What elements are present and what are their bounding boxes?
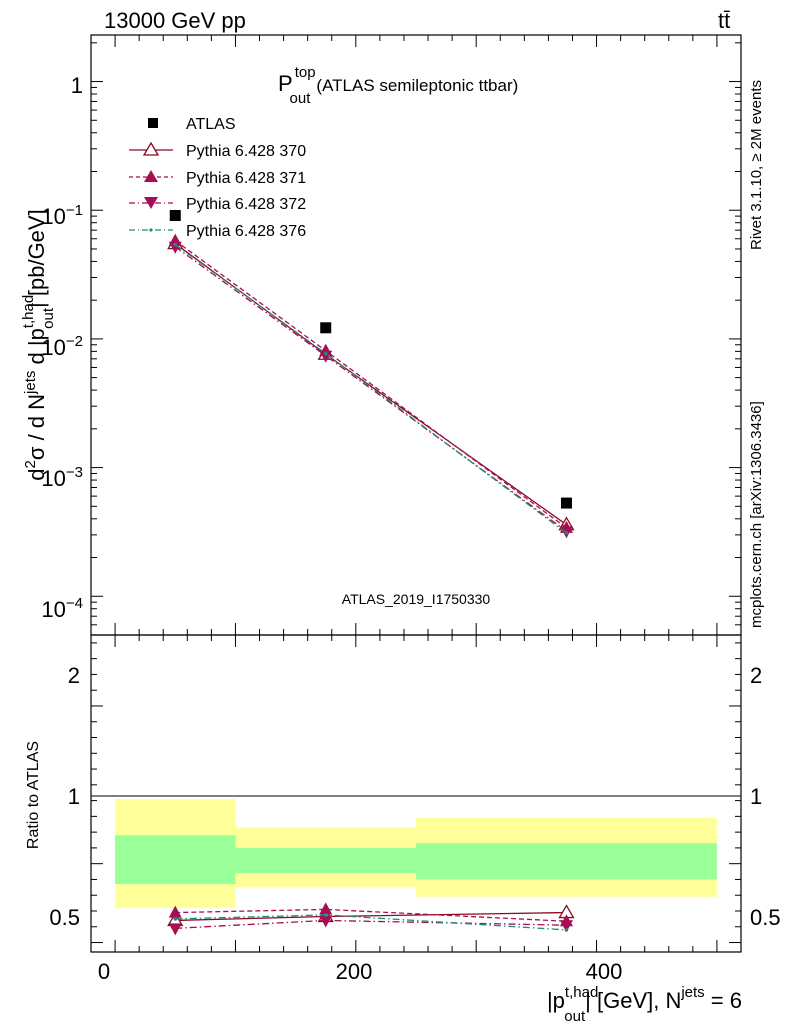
legend-371-label: Pythia 6.428 371 — [186, 170, 306, 187]
ratio-ytick-2-left: 2 — [68, 663, 80, 688]
xtick-400: 400 — [586, 959, 623, 984]
ratio-point-pythia-6-428-371 — [319, 902, 333, 915]
ratio-line-pythia-6-428-371 — [175, 908, 567, 922]
legend-atlas-marker — [148, 118, 158, 128]
legend-entry-atlas: ATLAS — [148, 116, 236, 133]
legend-entry-pythia-376: Pythia 6.428 376 — [129, 223, 306, 240]
ratio-band-inner — [416, 843, 717, 880]
legend-entry-pythia-370: Pythia 6.428 370 — [129, 141, 306, 160]
main-point-pythia-6-428-376 — [173, 242, 178, 247]
main-line-pythia-6-428-371 — [174, 240, 567, 529]
legend-entry-pythia-371: Pythia 6.428 371 — [129, 170, 306, 187]
ratio-line-pythia-6-428-376 — [175, 914, 567, 931]
legend-370-label: Pythia 6.428 370 — [186, 143, 306, 160]
mcplots-label: mcplots.cern.ch [arXiv:1306.3436] — [748, 401, 765, 628]
ratio-plot-frame — [90, 634, 742, 953]
main-line-pythia-6-428-372 — [174, 246, 567, 532]
main-point-pythia-6-428-376 — [323, 351, 328, 356]
main-point-atlas — [320, 322, 332, 334]
ratio-point-pythia-6-428-372 — [319, 915, 333, 928]
legend-376-label: Pythia 6.428 376 — [186, 223, 306, 240]
main-axis-ticks — [91, 35, 741, 636]
main-point-pythia-6-428-372 — [168, 241, 182, 254]
ratio-ylabel: Ratio to ATLAS — [25, 741, 42, 849]
legend-376-marker — [149, 228, 153, 232]
main-ytick-1: 1 — [71, 73, 83, 98]
main-ylabel: d2σ / d Njets d |pt,had out| [pb/GeV] — [20, 209, 57, 480]
process-label: tt̄ — [718, 8, 730, 33]
main-point-pythia-6-428-376 — [564, 531, 569, 535]
main-point-atlas — [169, 209, 181, 221]
ratio-point-pythia-6-428-372 — [168, 923, 182, 936]
legend-371-marker — [144, 170, 158, 182]
main-line-pythia-6-428-376 — [174, 244, 567, 534]
xtick-200: 200 — [336, 959, 373, 984]
main-ytick-1e-4: 10−4 — [41, 595, 83, 622]
ratio-band-inner — [115, 835, 236, 885]
ratio-ytick-1-right: 1 — [750, 784, 762, 809]
legend-372-label: Pythia 6.428 372 — [186, 196, 306, 213]
main-data-layer — [167, 209, 575, 539]
legend: ATLAS Pythia 6.428 370 Pythia 6.428 371 … — [129, 116, 306, 240]
ratio-line-pythia-6-428-370 — [175, 911, 567, 922]
ratio-point-pythia-6-428-376 — [173, 917, 178, 921]
ratio-point-pythia-6-428-376 — [564, 928, 569, 932]
ratio-data-layer — [167, 902, 575, 936]
main-ytick-1e-1: 10−1 — [41, 202, 83, 229]
legend-370-marker — [142, 141, 160, 156]
analysis-label: ATLAS_2019_I1750330 — [342, 591, 491, 607]
main-ytick-1e-3: 10−3 — [41, 464, 83, 491]
ratio-point-pythia-6-428-376 — [323, 913, 328, 917]
ratio-ytick-05-right: 0.5 — [750, 905, 781, 930]
ratio-ytick-05-left: 0.5 — [49, 905, 80, 930]
ratio-point-pythia-6-428-372 — [559, 920, 573, 933]
ratio-point-pythia-6-428-371 — [168, 905, 182, 918]
ratio-line-pythia-6-428-372 — [175, 919, 567, 929]
ratio-ytick-2-right: 2 — [750, 663, 762, 688]
legend-372-marker — [144, 197, 158, 209]
legend-entry-pythia-372: Pythia 6.428 372 — [129, 196, 306, 213]
legend-atlas-label: ATLAS — [186, 116, 236, 133]
xlabel: |pt,had out| [GeV], Njets = 6 — [547, 984, 742, 1024]
main-point-atlas — [560, 497, 572, 509]
ratio-uncertainty-bands — [115, 799, 717, 908]
main-point-pythia-6-428-372 — [319, 350, 333, 363]
ratio-band-inner — [235, 847, 416, 874]
ratio-axis-ticks — [91, 635, 741, 952]
energy-label: 13000 GeV pp — [104, 8, 246, 33]
xtick-0: 0 — [98, 959, 110, 984]
rivet-label: Rivet 3.1.10, ≥ 2M events — [748, 80, 765, 250]
ratio-ytick-1-left: 1 — [68, 784, 80, 809]
